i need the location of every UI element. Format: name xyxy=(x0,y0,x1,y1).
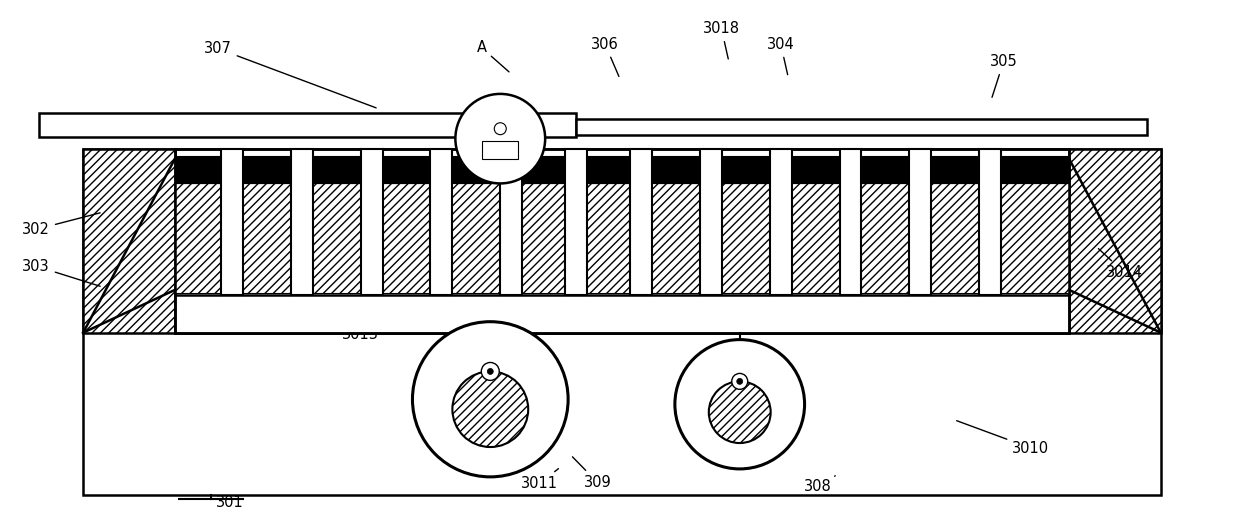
Circle shape xyxy=(732,374,748,389)
Text: 3013: 3013 xyxy=(342,311,404,342)
Text: 3012: 3012 xyxy=(484,354,522,401)
Text: 3014: 3014 xyxy=(1099,249,1143,280)
Bar xyxy=(83,149,1161,495)
Bar xyxy=(175,183,1069,293)
Text: 3018: 3018 xyxy=(703,21,740,59)
Text: 306: 306 xyxy=(591,37,619,76)
Bar xyxy=(175,155,1069,183)
Text: 302: 302 xyxy=(22,213,100,237)
Circle shape xyxy=(481,363,500,380)
Circle shape xyxy=(495,123,506,135)
Bar xyxy=(290,149,312,295)
Text: 308: 308 xyxy=(804,476,836,494)
Text: 3010: 3010 xyxy=(956,421,1049,455)
Text: 305: 305 xyxy=(990,54,1017,97)
Bar xyxy=(83,149,175,333)
Text: 309: 309 xyxy=(573,457,611,490)
Circle shape xyxy=(709,382,771,443)
Bar xyxy=(565,149,587,295)
Bar xyxy=(909,149,931,295)
Bar xyxy=(577,119,1147,135)
Circle shape xyxy=(487,368,494,374)
Bar xyxy=(1069,149,1161,333)
Text: 303: 303 xyxy=(22,259,100,286)
Bar xyxy=(175,295,1069,333)
Text: 3011: 3011 xyxy=(521,469,558,491)
Bar xyxy=(500,149,522,295)
Bar xyxy=(770,149,791,295)
Bar xyxy=(482,141,518,159)
Circle shape xyxy=(453,372,528,447)
Text: A: A xyxy=(476,40,510,72)
Circle shape xyxy=(675,339,805,469)
Circle shape xyxy=(413,321,568,477)
Bar xyxy=(482,141,518,159)
Bar xyxy=(430,149,453,295)
Bar xyxy=(40,113,577,136)
Circle shape xyxy=(737,378,743,384)
Text: 301: 301 xyxy=(217,494,244,510)
Bar xyxy=(221,149,243,295)
Bar xyxy=(361,149,382,295)
Text: 304: 304 xyxy=(768,37,795,75)
Bar xyxy=(699,149,722,295)
Bar xyxy=(630,149,652,295)
Circle shape xyxy=(455,94,546,183)
Bar xyxy=(175,149,1069,333)
Text: 307: 307 xyxy=(203,41,376,108)
Bar xyxy=(839,149,862,295)
Bar xyxy=(175,149,1069,333)
Bar xyxy=(980,149,1001,295)
